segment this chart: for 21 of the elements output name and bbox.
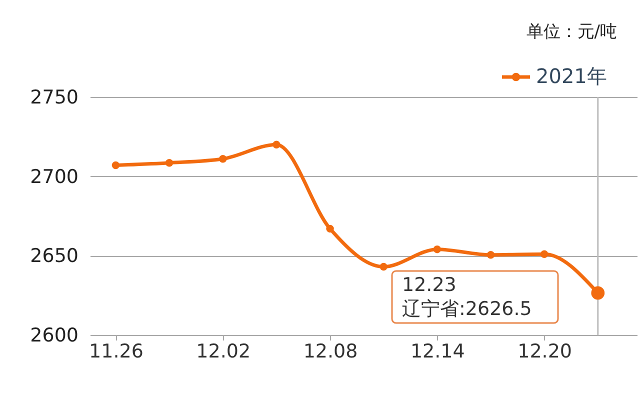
point xyxy=(272,140,280,148)
y-tick-label: 2600 xyxy=(30,324,78,346)
point xyxy=(433,245,442,254)
point xyxy=(218,155,227,163)
point xyxy=(540,250,548,258)
y-tick-label: 2750 xyxy=(30,86,78,108)
point xyxy=(486,251,495,259)
x-tick-label: 12.02 xyxy=(196,340,251,362)
x-tick-label: 11.26 xyxy=(89,340,144,362)
point xyxy=(380,262,388,271)
y-tick-label: 2700 xyxy=(30,166,78,188)
point xyxy=(326,224,334,233)
x-tick-label: 12.20 xyxy=(518,340,572,362)
y-tick-label: 2650 xyxy=(30,245,78,268)
legend-label: 2021年 xyxy=(536,64,607,88)
text: 单位：元/吨 xyxy=(526,22,617,42)
point xyxy=(112,161,120,170)
x-tick-label: 12.14 xyxy=(410,340,465,362)
annotation: 12.23 辽宁省:2626.5 xyxy=(402,274,532,320)
point xyxy=(165,158,174,167)
x-tick-label: 12.08 xyxy=(303,340,358,362)
